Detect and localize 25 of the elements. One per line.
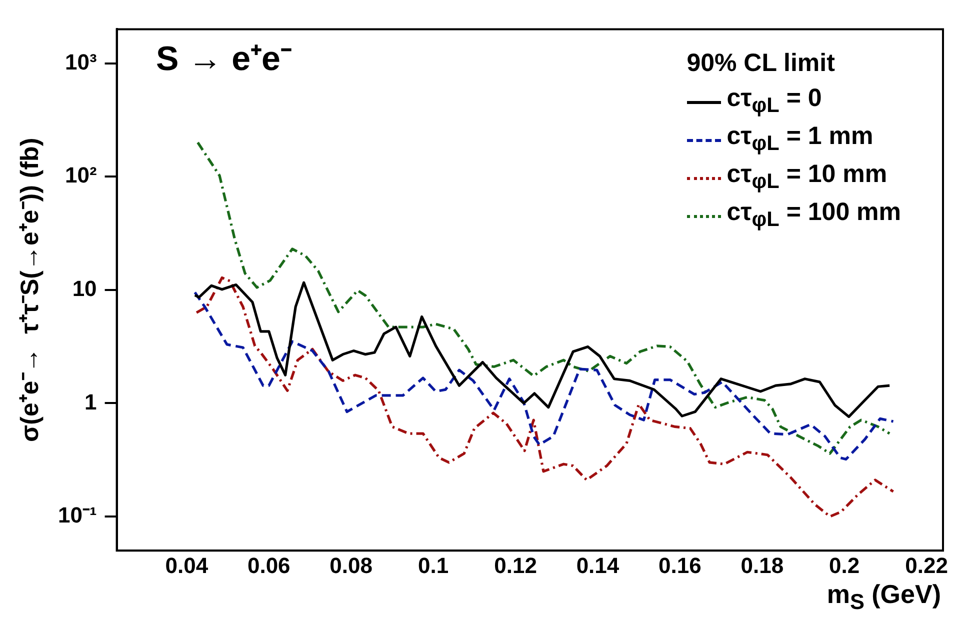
- line-series: [194, 291, 895, 461]
- legend-label: cτ$_{φL}$ = 100 mm: [726, 197, 901, 233]
- x-tick-label: 0.2: [829, 552, 860, 578]
- legend-title: 90% CL limit: [686, 48, 836, 79]
- y-tick-label: 10⁻¹: [58, 502, 97, 528]
- y-tick-label: 10²: [65, 162, 97, 188]
- x-tick-label: 0.1: [418, 552, 449, 578]
- x-axis-title: m$_{S}$ (GeV): [826, 578, 941, 615]
- chart-title: S → e⁺e⁻: [156, 39, 292, 80]
- y-tick-label: 10³: [65, 49, 97, 74]
- x-tick-label: 0.14: [576, 552, 620, 578]
- x-tick-label: 0.22: [905, 552, 948, 578]
- y-axis-title: σ(e⁺e⁻→ τ⁺τ⁻S(→e⁺e⁻)) (fb): [16, 138, 44, 442]
- y-tick-label: 10: [72, 276, 97, 301]
- legend-label: cτ$_{φL}$ = 0: [726, 83, 822, 119]
- x-tick-label: 0.16: [658, 552, 702, 578]
- x-tick-label: 0.18: [740, 552, 784, 578]
- x-tick-label: 0.12: [494, 552, 537, 578]
- legend-label: cτ$_{φL}$ = 10 mm: [726, 159, 888, 195]
- x-tick-label: 0.08: [330, 552, 373, 578]
- line-series: [195, 276, 895, 518]
- x-tick-label: 0.06: [247, 552, 290, 578]
- legend-label: cτ$_{φL}$ = 1 mm: [726, 121, 874, 157]
- y-tick-label: 1: [84, 389, 97, 414]
- x-tick-label: 0.04: [165, 552, 209, 578]
